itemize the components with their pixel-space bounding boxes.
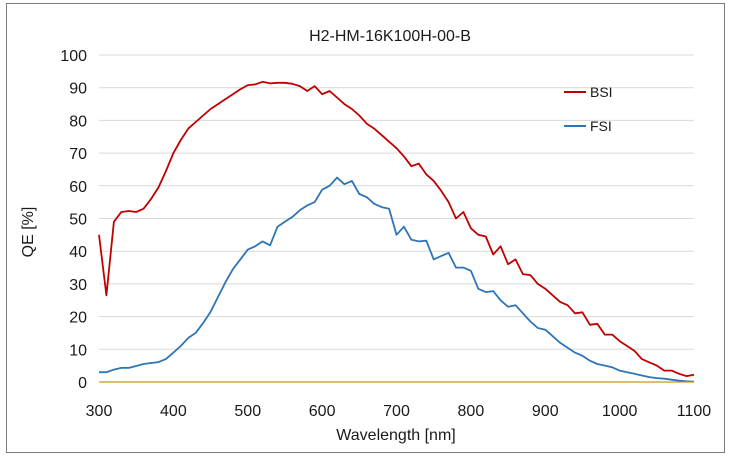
legend-label-fsi: FSI bbox=[590, 118, 612, 134]
y-tick-label-20: 20 bbox=[69, 310, 87, 327]
x-tick-label-800: 800 bbox=[458, 403, 485, 420]
y-axis-ticks: 0 10 20 30 40 50 60 70 80 90 100 bbox=[60, 48, 87, 392]
chart-title: H2-HM-16K100H-00-B bbox=[309, 28, 471, 45]
series-line-fsi bbox=[99, 176, 695, 383]
gridlines bbox=[99, 54, 694, 383]
x-tick-label-1100: 1100 bbox=[677, 403, 712, 420]
legend: BSI FSI bbox=[564, 84, 613, 134]
y-tick-label-10: 10 bbox=[69, 342, 87, 359]
series-line-bsi bbox=[98, 80, 695, 378]
x-tick-label-400: 400 bbox=[160, 403, 187, 420]
y-tick-label-70: 70 bbox=[69, 146, 87, 163]
y-tick-label-80: 80 bbox=[69, 113, 87, 130]
y-tick-label-50: 50 bbox=[69, 212, 87, 229]
y-tick-label-30: 30 bbox=[69, 277, 87, 294]
x-axis-ticks: 300 400 500 600 700 800 900 1000 1100 bbox=[86, 403, 712, 420]
legend-label-bsi: BSI bbox=[590, 84, 613, 100]
x-tick-label-300: 300 bbox=[86, 403, 113, 420]
series-lines bbox=[98, 80, 695, 383]
x-axis-label: Wavelength [nm] bbox=[336, 427, 455, 444]
y-tick-label-40: 40 bbox=[69, 244, 87, 261]
x-tick-label-1000: 1000 bbox=[602, 403, 638, 420]
y-tick-label-100: 100 bbox=[60, 48, 87, 65]
x-tick-label-900: 900 bbox=[532, 403, 559, 420]
x-tick-label-500: 500 bbox=[234, 403, 261, 420]
x-tick-label-600: 600 bbox=[309, 403, 336, 420]
y-tick-label-90: 90 bbox=[69, 81, 87, 98]
y-axis-label: QE [%] bbox=[20, 207, 37, 258]
x-tick-label-700: 700 bbox=[383, 403, 410, 420]
y-tick-label-60: 60 bbox=[69, 179, 87, 196]
chart-frame bbox=[6, 3, 725, 453]
y-tick-label-0: 0 bbox=[78, 375, 87, 392]
